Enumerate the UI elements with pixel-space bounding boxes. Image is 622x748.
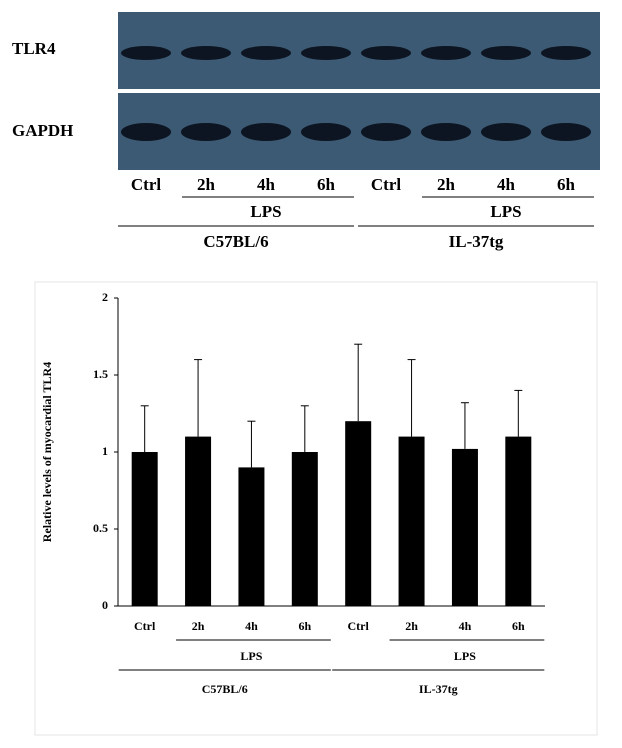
bar (398, 436, 425, 606)
bar (238, 467, 265, 606)
lane-label: Ctrl (371, 175, 401, 194)
x-tick-label: 6h (298, 619, 311, 633)
band (121, 46, 171, 60)
band (481, 123, 531, 141)
y-tick-label: 0.5 (93, 521, 108, 535)
strain-label: C57BL/6 (202, 682, 248, 696)
x-tick-label: Ctrl (134, 619, 156, 633)
band (241, 123, 291, 141)
row-label: GAPDH (12, 121, 73, 140)
y-axis-label: Relative levels of myocardial TLR4 (40, 362, 54, 542)
lane-label: 6h (557, 175, 576, 194)
lane-label: 2h (437, 175, 456, 194)
bar (291, 452, 318, 606)
x-tick-label: 4h (245, 619, 258, 633)
strain-label: IL-37tg (449, 232, 504, 251)
x-tick-label: 2h (405, 619, 418, 633)
band (301, 46, 351, 60)
lane-label: Ctrl (131, 175, 161, 194)
band (541, 46, 591, 60)
row-label: TLR4 (12, 39, 56, 58)
bar (451, 448, 478, 606)
band (301, 123, 351, 141)
bar (185, 436, 212, 606)
x-tick-label: 2h (192, 619, 205, 633)
strain-label: IL-37tg (419, 682, 458, 696)
lane-label: 4h (257, 175, 276, 194)
treatment-label: LPS (490, 202, 521, 221)
band (541, 123, 591, 141)
band (481, 46, 531, 60)
treatment-label: LPS (240, 649, 262, 663)
y-tick-label: 2 (102, 290, 108, 304)
treatment-label: LPS (250, 202, 281, 221)
bar (345, 421, 372, 606)
band (121, 123, 171, 141)
lane-label: 6h (317, 175, 336, 194)
band (361, 46, 411, 60)
band (361, 123, 411, 141)
bar (131, 452, 158, 606)
chart: 0 0.5 1 1.5 2 Relative levels of myocardial T… (40, 290, 545, 696)
treatment-label: LPS (454, 649, 476, 663)
band (181, 123, 231, 141)
y-tick-label: 0 (102, 598, 108, 612)
strain-label: C57BL/6 (203, 232, 268, 251)
blot-panel: TLR4 GAPDH Ctrl 2h 4h 6h Ctrl 2h 4h 6h LPS C57BL/6 L… (12, 12, 600, 251)
x-tick-label: 6h (512, 619, 525, 633)
lane-label: 2h (197, 175, 216, 194)
band (181, 46, 231, 60)
band (421, 46, 471, 60)
lane-label: 4h (497, 175, 516, 194)
x-tick-label: 4h (459, 619, 472, 633)
band (241, 46, 291, 60)
x-tick-label: Ctrl (348, 619, 370, 633)
y-tick-label: 1.5 (93, 367, 108, 381)
band (421, 123, 471, 141)
y-tick-label: 1 (102, 444, 108, 458)
bar (505, 436, 532, 606)
